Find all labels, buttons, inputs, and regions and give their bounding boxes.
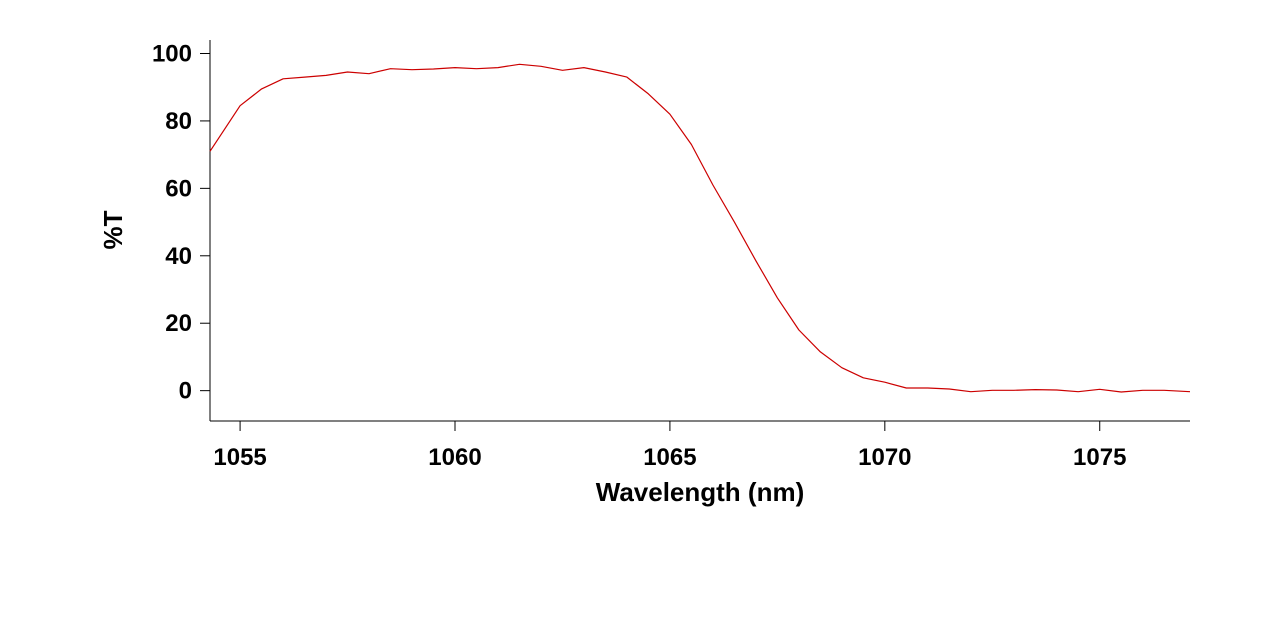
series-line bbox=[209, 63, 1191, 393]
plot-area: 0 20 40 60 80 100 1055 1060 1065 1070 1075 bbox=[152, 40, 1191, 471]
y-tick-label: 20 bbox=[165, 310, 192, 337]
y-tick-label: 0 bbox=[179, 378, 192, 405]
y-tick-label: 80 bbox=[165, 108, 192, 135]
y-tick-label: 40 bbox=[165, 243, 192, 270]
x-tick-label: 1075 bbox=[1073, 444, 1126, 471]
x-tick-label: 1070 bbox=[858, 444, 911, 471]
y-axis-ticks: 0 20 40 60 80 100 bbox=[152, 40, 210, 405]
series-group bbox=[209, 63, 1191, 393]
x-tick-label: 1060 bbox=[428, 444, 481, 471]
y-axis-title: %T bbox=[98, 210, 128, 249]
y-tick-label: 100 bbox=[152, 40, 192, 67]
x-axis-title: Wavelength (nm) bbox=[596, 477, 804, 507]
y-tick-label: 60 bbox=[165, 175, 192, 202]
x-tick-label: 1055 bbox=[213, 444, 266, 471]
x-tick-label: 1065 bbox=[643, 444, 696, 471]
x-axis-ticks: 1055 1060 1065 1070 1075 bbox=[213, 421, 1126, 471]
